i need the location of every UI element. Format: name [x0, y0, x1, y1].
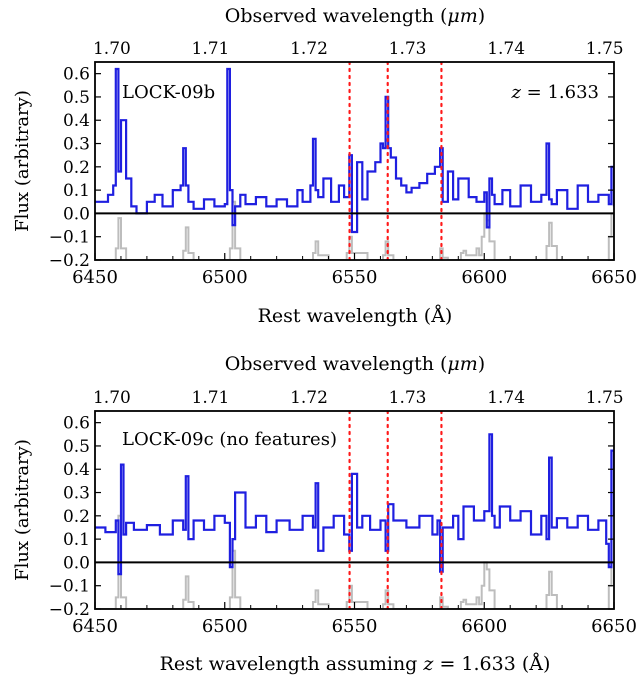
- top-tick-labels: 1.70 1.71 1.72 1.73 1.74 1.75: [93, 388, 624, 418]
- y-tick-label: 0.4: [63, 111, 90, 131]
- x-tick-labels: 6450 6500 6550 6600 6650: [72, 602, 637, 637]
- top-tick-label: 1.74: [487, 388, 525, 408]
- plot-frame: [95, 411, 614, 609]
- x-tick-label: 6500: [202, 616, 248, 637]
- x-tick-label: 6500: [202, 267, 248, 288]
- x-tick-label: 6650: [591, 616, 637, 637]
- x-tick-label: 6550: [332, 267, 378, 288]
- y-tick-label: 0.5: [63, 437, 90, 457]
- object-spectrum-line: [95, 67, 614, 234]
- x-tick-label: 6600: [461, 616, 507, 637]
- top-axis-title: Observed wavelength (μm): [225, 5, 485, 27]
- y-tick-label: 0.2: [63, 507, 90, 527]
- x-tick-label: 6450: [72, 267, 118, 288]
- y-tick-label: 0.6: [63, 414, 90, 434]
- top-tick-label: 1.75: [586, 39, 624, 59]
- x-tick-label: 6450: [72, 616, 118, 637]
- y-tick-label: 0.1: [63, 181, 90, 201]
- spectrum-panel-lock-09c: Observed wavelength (μm) 1.70 1.71 1.72 1.7…: [12, 353, 637, 675]
- sky-spectrum-line: [95, 514, 614, 609]
- x-axis-title: Rest wavelength (Å): [258, 305, 453, 327]
- y-tick-label: −0.1: [49, 228, 90, 248]
- y-tick-label: 0.2: [63, 158, 90, 178]
- top-tick-label: 1.71: [192, 388, 230, 408]
- y-tick-label: 0.6: [63, 65, 90, 85]
- plot-content: [95, 62, 614, 260]
- y-tick-label: 0.0: [63, 553, 90, 573]
- top-tick-label: 1.72: [290, 39, 328, 59]
- top-tick-label: 1.72: [290, 388, 328, 408]
- top-tick-label: 1.74: [487, 39, 525, 59]
- y-tick-label: 0.5: [63, 88, 90, 108]
- y-axis-title: Flux (arbitrary): [12, 90, 33, 232]
- top-tick-label: 1.73: [389, 39, 427, 59]
- x-tick-labels: 6450 6500 6550 6600 6650: [72, 253, 637, 288]
- plot-frame: [95, 62, 614, 260]
- plot-area: [95, 411, 614, 609]
- top-tick-labels: 1.70 1.71 1.72 1.73 1.74 1.75: [93, 39, 624, 69]
- y-tick-label: 0.3: [63, 135, 90, 155]
- object-spectrum-line: [95, 433, 614, 576]
- panel-label: LOCK-09b: [122, 82, 215, 103]
- y-tick-label: 0.3: [63, 484, 90, 504]
- top-tick-label: 1.70: [93, 388, 131, 408]
- top-tick-label: 1.75: [586, 388, 624, 408]
- x-tick-label: 6600: [461, 267, 507, 288]
- y-tick-label: 0.4: [63, 460, 90, 480]
- panel-label: LOCK-09c (no features): [122, 429, 337, 450]
- top-tick-label: 1.71: [192, 39, 230, 59]
- y-tick-labels: −0.2 −0.1 0.0 0.1 0.2 0.3 0.4 0.5 0.6: [49, 65, 614, 271]
- top-tick-label: 1.70: [93, 39, 131, 59]
- x-tick-label: 6650: [591, 267, 637, 288]
- x-tick-label: 6550: [332, 616, 378, 637]
- y-tick-label: −0.2: [49, 251, 90, 271]
- y-tick-label: −0.2: [49, 600, 90, 620]
- sky-spectrum-line: [95, 200, 614, 260]
- top-axis-title: Observed wavelength (μm): [225, 353, 485, 375]
- y-axis-title: Flux (arbitrary): [12, 439, 33, 581]
- y-tick-labels: −0.2 −0.1 0.0 0.1 0.2 0.3 0.4 0.5 0.6: [49, 414, 614, 620]
- x-axis-title: Rest wavelength assuming z = 1.633 (Å): [160, 653, 551, 675]
- spectrum-panel-lock-09b: Observed wavelength (μm) 1.70 1.71 1.72 1.7…: [12, 5, 637, 327]
- redshift-label: z = 1.633: [510, 82, 599, 103]
- y-tick-label: 0.0: [63, 204, 90, 224]
- plot-content: [95, 411, 614, 609]
- plot-area: [95, 62, 614, 260]
- top-tick-label: 1.73: [389, 388, 427, 408]
- y-tick-label: −0.1: [49, 577, 90, 597]
- y-tick-label: 0.1: [63, 530, 90, 550]
